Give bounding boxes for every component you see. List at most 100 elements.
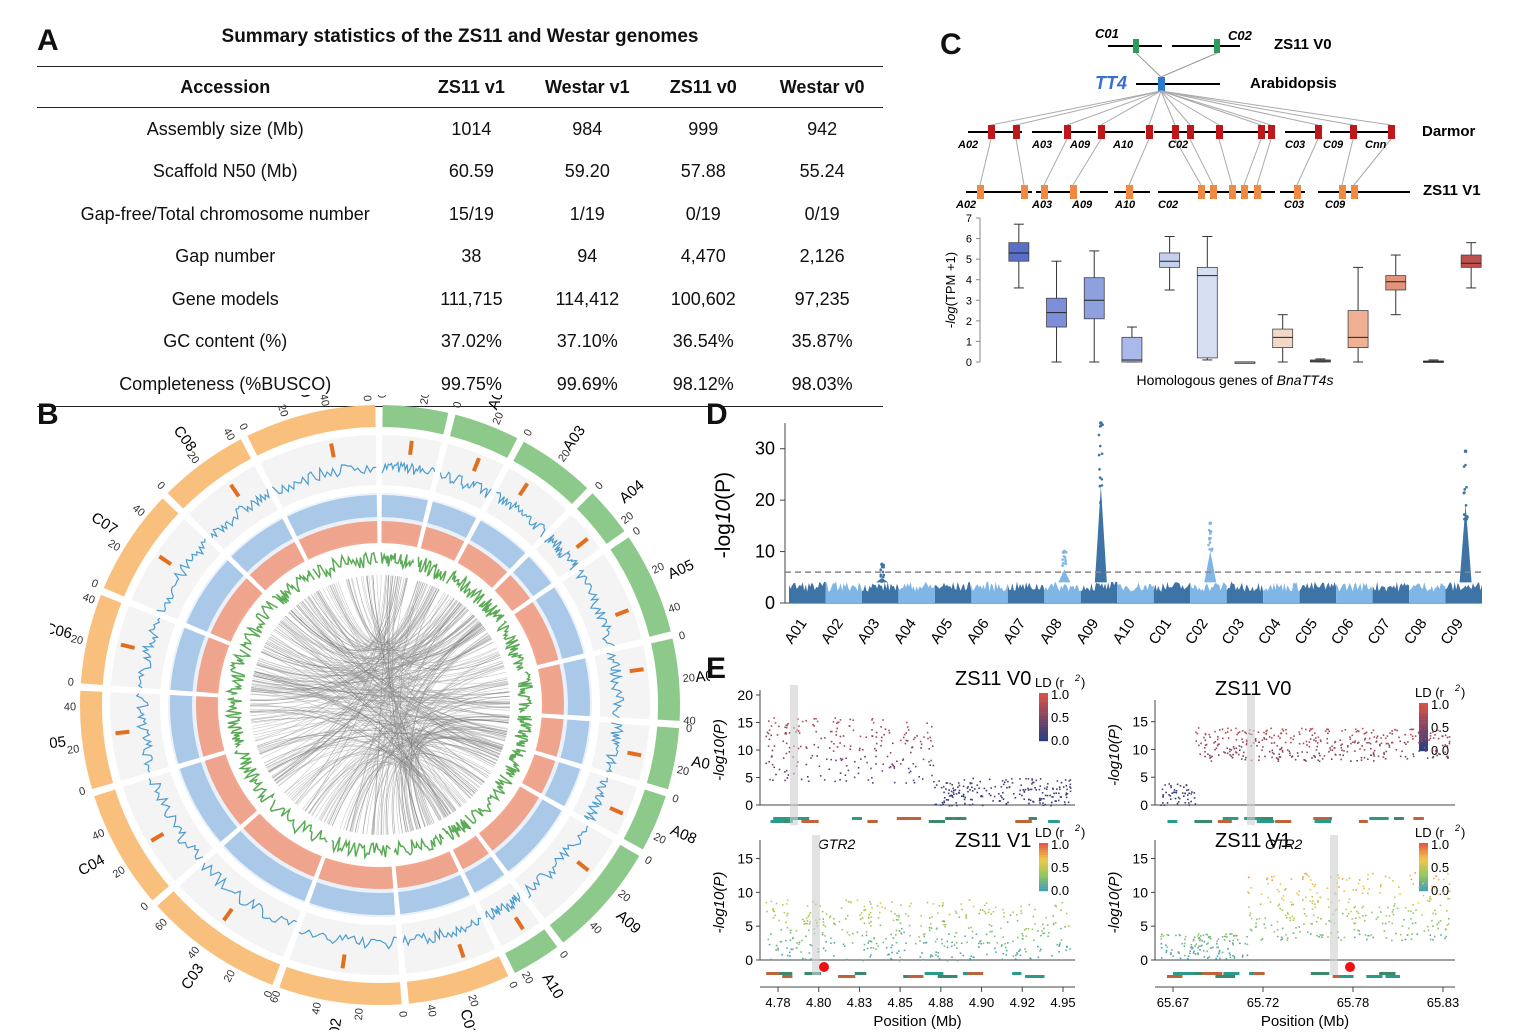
x-tick-label: 4.90 [969,995,994,1010]
tick-label: 0 [236,422,249,433]
snp-point [1000,945,1003,947]
snp-point [833,922,835,925]
snp-point [985,789,988,792]
y-tick-label: 15 [1132,714,1148,730]
legend-gradient [1419,739,1428,742]
gene-label: GTR2 [818,836,856,852]
gene-density-track [224,830,313,902]
snp-point [1401,925,1404,927]
snp-point [1340,939,1342,941]
legend-sup: 2 [1454,823,1460,833]
snp-point [912,763,915,765]
synteny-link [322,588,486,659]
snp-point [1384,758,1387,760]
snp-point [1027,787,1029,790]
snp-point [968,959,971,961]
snp-point [812,723,814,726]
gene-track [1253,972,1265,975]
snp-point [874,747,876,750]
snp-point [990,925,993,927]
snp-point [865,931,868,933]
homology-link [1296,138,1319,186]
tick-label: 0 [557,949,570,961]
snp-point [1391,730,1393,732]
chromosome-tick-label: A05 [927,616,956,648]
snp-point [1058,786,1061,788]
highlight-region [1330,835,1338,975]
snp-point [1357,741,1360,744]
snp-point [879,902,882,904]
gc-skew-track [393,833,445,856]
tick-label: 60 [268,989,283,1005]
snp-point [1324,730,1327,732]
legend-gradient [1419,748,1428,752]
synteny-link [289,745,489,799]
gene-density-track [179,762,238,842]
snp-point [785,724,788,726]
legend-gradient [1419,874,1428,877]
tick-label: 40 [185,944,202,961]
snp-point [836,746,839,748]
snp-point [1181,942,1184,945]
snp-point [1007,780,1009,783]
snp-point [1372,872,1374,875]
table-cell: 36.54% [672,331,734,352]
gene-track [766,972,780,975]
legend-gradient [1039,852,1048,856]
y-tick-label: 5 [745,770,753,786]
snp-point [1305,872,1307,875]
snp-point [905,942,907,944]
snp-point [941,942,943,945]
chromosome-tick-label: C06 [1328,616,1358,648]
snp-point [1199,753,1201,755]
gene-track [1256,820,1275,823]
darmor-gene [1187,125,1194,139]
legend-gradient [1419,845,1428,848]
snp-point [1347,912,1350,915]
synteny-link [299,602,467,803]
snp-point [881,736,883,739]
snp-point [907,767,910,770]
gc-skew-track [239,600,279,652]
snp-point [1418,887,1420,889]
snp-point [870,947,872,949]
legend-tick: 1.0 [1051,687,1069,702]
gene-track [1223,972,1240,975]
gene-track [867,820,878,823]
snp-point [1014,797,1017,799]
snp-point [1230,749,1233,751]
snp-point [1214,741,1217,743]
snp-point [1231,942,1234,944]
snp-point [884,907,886,910]
synteny-link [362,576,511,709]
snp-point [880,745,882,747]
peak-mark [229,483,241,498]
tick-label: 20 [556,447,573,464]
snp-point [903,733,906,736]
snp-point [1356,760,1358,762]
gene-track [1187,972,1208,975]
snp-point [1162,802,1164,804]
snp-point [834,717,837,719]
legend-gradient [1419,886,1428,889]
snp-point [1395,932,1397,935]
snp-point [797,747,800,750]
tick-label: 0 [678,630,687,643]
snp-point [948,933,950,935]
snp-point [1414,872,1417,874]
repeat-density-track [521,754,556,794]
snp-point [768,738,771,741]
darmor-gene [1013,125,1020,139]
snp-point [1021,938,1024,940]
table-title: Summary statistics of the ZS11 and Westa… [221,26,699,47]
snp-point [1069,948,1071,950]
snp-point [1364,737,1367,740]
snp-point [1031,783,1033,785]
chromosome-ideogram [80,690,114,790]
snp-point [1219,957,1221,960]
snp-point [1328,920,1330,922]
snp-point [1325,923,1327,925]
snp-point [1217,736,1219,738]
snp-point [1309,900,1312,902]
snp-point [1005,954,1008,956]
